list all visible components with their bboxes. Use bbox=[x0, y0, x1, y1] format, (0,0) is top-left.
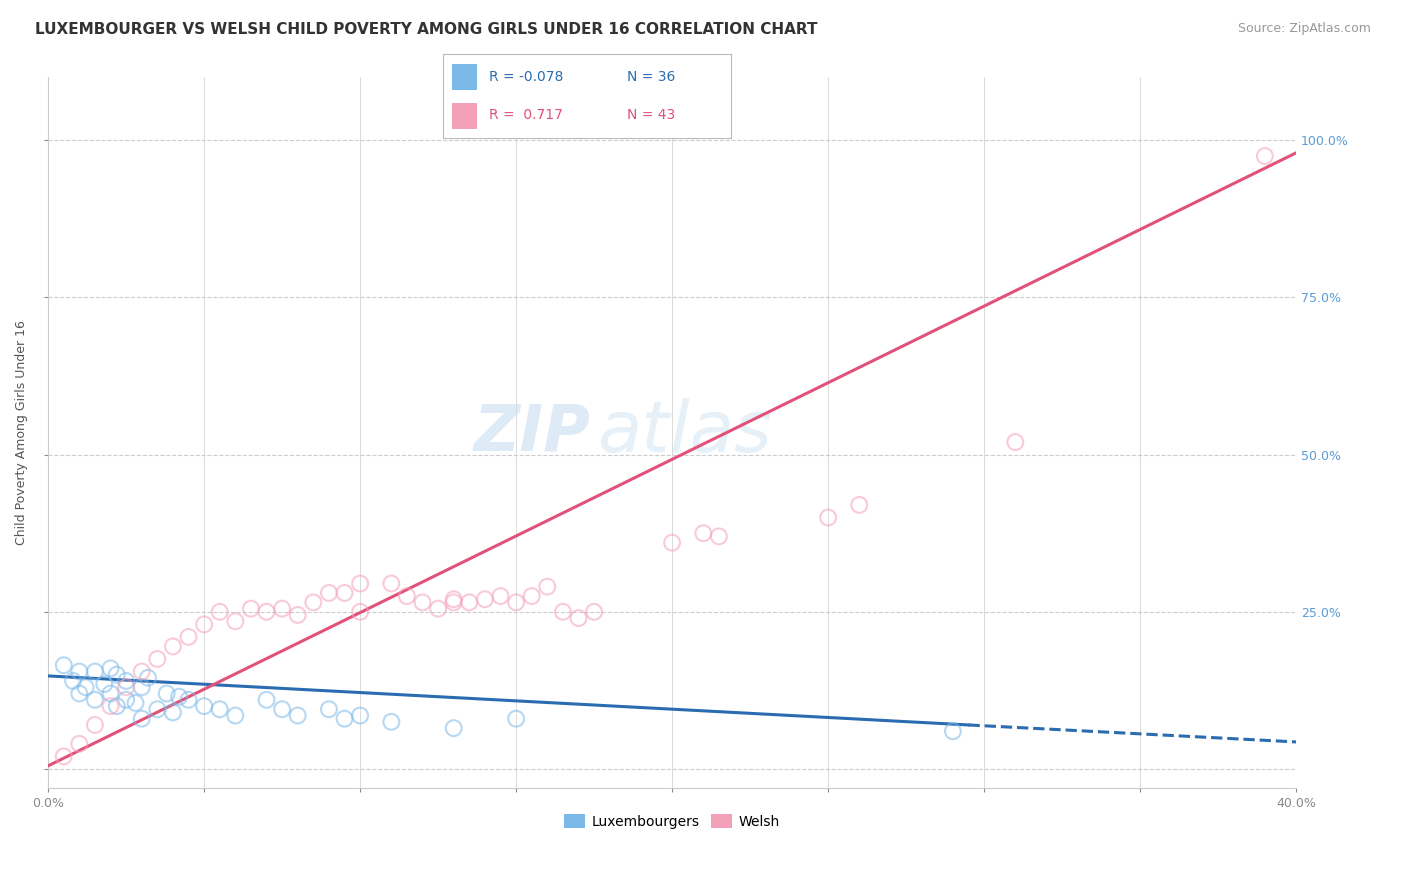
Point bbox=[489, 589, 512, 603]
Point bbox=[52, 749, 75, 764]
Point bbox=[349, 605, 371, 619]
Point bbox=[115, 680, 138, 694]
Point bbox=[100, 699, 122, 714]
Point bbox=[62, 673, 84, 688]
Point bbox=[707, 529, 730, 543]
Point bbox=[271, 702, 294, 716]
Text: N = 43: N = 43 bbox=[627, 108, 676, 122]
Point bbox=[942, 724, 965, 739]
Point bbox=[193, 699, 215, 714]
Point bbox=[100, 661, 122, 675]
Point bbox=[136, 671, 159, 685]
Point bbox=[256, 693, 278, 707]
Point bbox=[131, 665, 153, 679]
Text: atlas: atlas bbox=[598, 398, 772, 467]
Point bbox=[256, 605, 278, 619]
Point bbox=[146, 702, 169, 716]
Point bbox=[302, 595, 325, 609]
Point bbox=[75, 680, 97, 694]
Point bbox=[333, 586, 356, 600]
Legend: Luxembourgers, Welsh: Luxembourgers, Welsh bbox=[558, 808, 786, 834]
Point bbox=[84, 693, 107, 707]
Point bbox=[100, 687, 122, 701]
Text: N = 36: N = 36 bbox=[627, 70, 676, 84]
Point bbox=[661, 535, 683, 549]
Point bbox=[131, 712, 153, 726]
Point bbox=[105, 667, 128, 681]
Point bbox=[162, 640, 184, 654]
Text: R =  0.717: R = 0.717 bbox=[489, 108, 562, 122]
Text: Source: ZipAtlas.com: Source: ZipAtlas.com bbox=[1237, 22, 1371, 36]
Point bbox=[208, 605, 231, 619]
Point bbox=[520, 589, 543, 603]
Point bbox=[52, 658, 75, 673]
Point bbox=[146, 652, 169, 666]
Point bbox=[443, 592, 465, 607]
Point bbox=[131, 680, 153, 694]
Point bbox=[458, 595, 481, 609]
Point bbox=[84, 665, 107, 679]
Point bbox=[271, 601, 294, 615]
Point bbox=[318, 586, 340, 600]
Point bbox=[93, 677, 115, 691]
Point bbox=[67, 665, 90, 679]
Point bbox=[115, 693, 138, 707]
Point bbox=[380, 576, 402, 591]
Point bbox=[177, 693, 200, 707]
Point bbox=[1004, 435, 1026, 450]
Point bbox=[692, 526, 714, 541]
Point bbox=[505, 595, 527, 609]
Point bbox=[395, 589, 418, 603]
Point bbox=[1254, 149, 1277, 163]
Y-axis label: Child Poverty Among Girls Under 16: Child Poverty Among Girls Under 16 bbox=[15, 320, 28, 545]
Point bbox=[567, 611, 589, 625]
Point bbox=[224, 614, 246, 628]
Point bbox=[224, 708, 246, 723]
Point bbox=[208, 702, 231, 716]
Bar bbox=[451, 63, 478, 90]
Point bbox=[505, 712, 527, 726]
Point bbox=[67, 737, 90, 751]
Point bbox=[167, 690, 190, 704]
Point bbox=[380, 714, 402, 729]
Point bbox=[287, 708, 309, 723]
Point bbox=[239, 601, 262, 615]
Point bbox=[474, 592, 496, 607]
Text: R = -0.078: R = -0.078 bbox=[489, 70, 564, 84]
Point bbox=[105, 699, 128, 714]
Point bbox=[84, 718, 107, 732]
Point bbox=[124, 696, 146, 710]
Point bbox=[177, 630, 200, 644]
Point bbox=[67, 687, 90, 701]
Bar bbox=[451, 103, 478, 129]
Point bbox=[349, 708, 371, 723]
Point bbox=[817, 510, 839, 524]
Point bbox=[551, 605, 574, 619]
Point bbox=[443, 595, 465, 609]
Point bbox=[443, 721, 465, 735]
Point bbox=[349, 576, 371, 591]
Point bbox=[193, 617, 215, 632]
Point bbox=[848, 498, 870, 512]
Text: ZIP: ZIP bbox=[474, 401, 591, 464]
Point bbox=[583, 605, 606, 619]
Point bbox=[536, 580, 558, 594]
Point bbox=[287, 607, 309, 622]
Text: LUXEMBOURGER VS WELSH CHILD POVERTY AMONG GIRLS UNDER 16 CORRELATION CHART: LUXEMBOURGER VS WELSH CHILD POVERTY AMON… bbox=[35, 22, 818, 37]
Point bbox=[318, 702, 340, 716]
Point bbox=[427, 601, 450, 615]
Point bbox=[333, 712, 356, 726]
Point bbox=[156, 687, 179, 701]
Point bbox=[162, 706, 184, 720]
Point bbox=[412, 595, 434, 609]
Point bbox=[115, 673, 138, 688]
